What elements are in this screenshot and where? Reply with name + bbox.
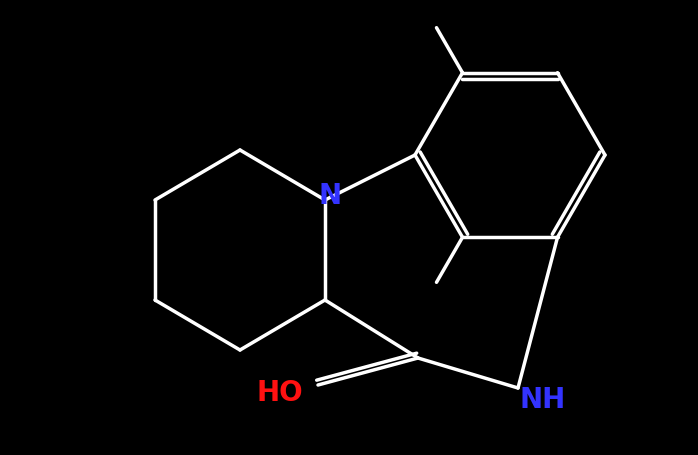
- Text: NH: NH: [520, 386, 566, 414]
- Text: N: N: [318, 182, 341, 210]
- Text: HO: HO: [257, 379, 304, 407]
